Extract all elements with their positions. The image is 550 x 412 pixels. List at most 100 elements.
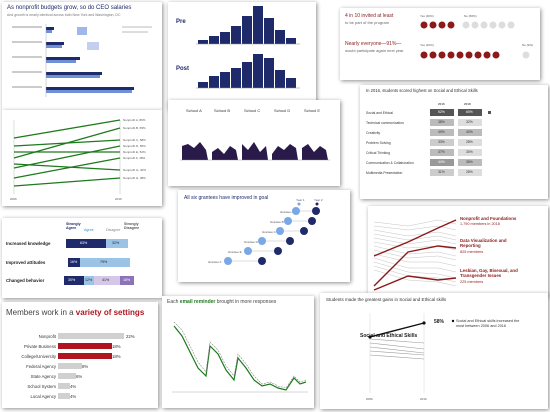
- card4-label-f: Nonprofit F, 48%: [123, 156, 146, 160]
- card7-row-0: Increased knowledge: [6, 241, 51, 246]
- card10-val-3: 8%: [82, 364, 89, 369]
- card7-h-sa: Strongly Agree: [66, 222, 81, 230]
- card12-x-start: 2006: [366, 397, 373, 401]
- card7-h-d: Disagree: [106, 228, 121, 232]
- card7-r3-b: 12%: [85, 278, 93, 282]
- card1-title: As nonprofit budgets grow, so do CEO sal…: [7, 5, 132, 11]
- card6-val-a3: 33%: [438, 140, 445, 144]
- card3-legend-no1: No (60%): [464, 14, 477, 18]
- card-settings-bars: Members work in a variety of settings No…: [2, 302, 158, 408]
- card9-l1-title: Nonprofit and Foundations: [460, 216, 517, 221]
- card10-row-6: Local Agency: [30, 394, 56, 399]
- card10-title-pre: Members work in a: [6, 308, 76, 317]
- card12-x-end: 2016: [420, 397, 427, 401]
- card-dot-grid: 4 in 10 invited at least to be part of t…: [340, 8, 540, 80]
- card6-val-a2: 40%: [438, 130, 445, 134]
- card-small-multiples: School A School B School C School D Scho…: [168, 100, 340, 186]
- card11-lines: [172, 321, 308, 393]
- card10-bar: [58, 353, 112, 359]
- card5-areas: [180, 142, 330, 161]
- card11-title-pre: Each: [167, 299, 180, 305]
- card7-h-a: Agree: [84, 228, 94, 232]
- card3-legend-yes2: Yes (91%): [420, 43, 434, 47]
- card6-year-b: 2018: [464, 102, 471, 106]
- card8-g5: Grantee F: [208, 260, 222, 264]
- card9-l2-sub: 825 members: [460, 250, 484, 254]
- card6-val-a5: 44%: [438, 160, 445, 164]
- card5-school-b: School B: [214, 108, 231, 113]
- card8-legend-y2: Year 2: [314, 198, 323, 202]
- card5-school-d: School D: [274, 108, 291, 113]
- card4-label-h: Nonprofit H, 38%: [123, 176, 146, 180]
- card8-g4: Grantee E: [228, 250, 242, 254]
- card4-label-b: Nonprofit B, 65%: [123, 126, 146, 130]
- card5-school-e: School E: [304, 108, 321, 113]
- card3-dots: [420, 21, 530, 59]
- card2-histograms: [196, 6, 300, 89]
- card9-l3-sub: 225 members: [460, 280, 484, 284]
- card12-note: Social and Ethical skills increased the …: [456, 319, 520, 328]
- card10-row-1: Private Business: [23, 344, 56, 349]
- card10-bar: [58, 393, 70, 399]
- card10-val-5: 4%: [70, 384, 77, 389]
- card7-h-sd: Strongly Disagree: [124, 222, 140, 230]
- card6-val-a4: 37%: [438, 150, 445, 154]
- card4-label-e: Nonprofit E, 52%: [123, 150, 146, 154]
- card9-l3-title: Lesbian, Gay, Bisexual, and Transgender …: [460, 268, 518, 278]
- card6-row-1: Technical communication: [366, 121, 404, 125]
- card6-year-a: 2016: [438, 102, 445, 106]
- card8-g1: Grantee B: [270, 220, 284, 224]
- card12-title: Students made the greatest gains in Soci…: [326, 297, 447, 302]
- card7-row-1: Improved attitudes: [6, 260, 46, 265]
- card4-label-g: Nonprofit G, 40%: [123, 168, 147, 172]
- card4-x-end: 2016: [115, 197, 122, 201]
- card9-l2-title: Data Visualization and Reporting: [460, 238, 507, 248]
- card10-bar: [58, 363, 82, 369]
- card10-bar: [58, 383, 70, 389]
- card-pre-post-histogram: Pre Post: [168, 2, 316, 110]
- card12-highlight: Social and Ethical Skills: [360, 333, 418, 339]
- card6-row-3: Problem Solving: [366, 141, 391, 145]
- card5-school-c: School C: [244, 108, 261, 113]
- card9-l1-sub: 1,790 members in 2018: [460, 222, 500, 226]
- card6-val-a6: 31%: [438, 170, 445, 174]
- card10-val-1: 18%: [112, 344, 121, 349]
- card7-r2-a: 16%: [70, 260, 78, 264]
- card-email-reminders: Each email reminder brought in more resp…: [162, 296, 314, 408]
- card2-pre-label: Pre: [176, 19, 186, 25]
- card10-title: Members work in a variety of settings: [6, 308, 144, 317]
- card4-label-d: Nonprofit D, 55%: [123, 144, 146, 148]
- card10-bar: [58, 373, 76, 379]
- card7-bars: [64, 239, 134, 285]
- card8-g0: Grantee A: [280, 210, 294, 214]
- card8-legend-y1: Year 1: [296, 198, 305, 202]
- card1-subtitle: And growth is nearly identical across bo…: [7, 13, 121, 17]
- card6-row-6: Multimedia Presentation: [366, 171, 403, 175]
- card2-post-label: Post: [176, 66, 190, 72]
- card7-r1-a: 63%: [80, 241, 88, 245]
- card-dot-plot: All six grantees have improved in goal Y…: [178, 190, 350, 282]
- card6-val-a1: 38%: [438, 120, 445, 124]
- card10-row-0: Nonprofit: [38, 334, 56, 339]
- card10-row-5: School System: [27, 384, 56, 389]
- card7-r2-b: 79%: [100, 260, 108, 264]
- card11-title-em: email reminder: [179, 299, 216, 305]
- card6-val-b5: 35%: [466, 160, 473, 164]
- card7-r3-d: 18%: [123, 278, 131, 282]
- card10-val-0: 22%: [126, 334, 135, 339]
- card8-g3: Grantee D: [244, 240, 258, 244]
- card11-title: Each email reminder brought in more resp…: [167, 299, 276, 305]
- card6-val-b1: 32%: [466, 120, 473, 124]
- card6-val-b3: 28%: [466, 140, 473, 144]
- card7-r3-c: 41%: [102, 278, 110, 282]
- card-skills-slope: Students made the greatest gains in Soci…: [320, 293, 548, 409]
- card6-val-b4: 30%: [466, 150, 473, 154]
- card6-val-b2: 40%: [466, 130, 473, 134]
- card6-val-a0: 52%: [438, 110, 445, 114]
- card-survey-bars: Strongly Agree Agree Disagree Strongly D…: [2, 218, 162, 298]
- card10-row-3: Federal Agency: [26, 364, 56, 369]
- card4-x-start: 2006: [10, 197, 17, 201]
- card10-bar: [58, 343, 112, 349]
- card10-row-4: State Agency: [30, 374, 56, 379]
- card10-val-2: 18%: [112, 354, 121, 359]
